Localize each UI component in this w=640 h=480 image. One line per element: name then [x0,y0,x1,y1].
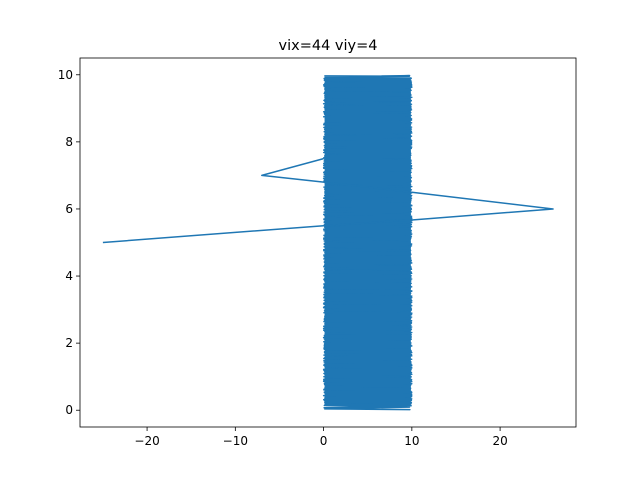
y-tick-label: 8 [65,135,73,149]
x-tick-label: 20 [492,434,507,448]
dense-band-line [322,74,413,411]
x-tick-label: 0 [320,434,328,448]
plot-area [102,74,554,411]
y-tick-label: 2 [65,336,73,350]
x-tick-label: −20 [134,434,159,448]
chart-title: vix=44 viy=4 [279,38,378,54]
x-tick-label: −10 [223,434,248,448]
y-tick-label: 10 [58,68,73,82]
y-tick-label: 6 [65,202,73,216]
axes-frame [79,57,577,428]
x-tick-label: 10 [404,434,419,448]
y-tick-label: 0 [65,403,73,417]
series-line [102,157,554,244]
axes: −20 −10 0 10 20 0 2 4 6 8 10 [58,57,577,448]
y-tick-label: 4 [65,269,73,283]
series-group [102,74,554,411]
